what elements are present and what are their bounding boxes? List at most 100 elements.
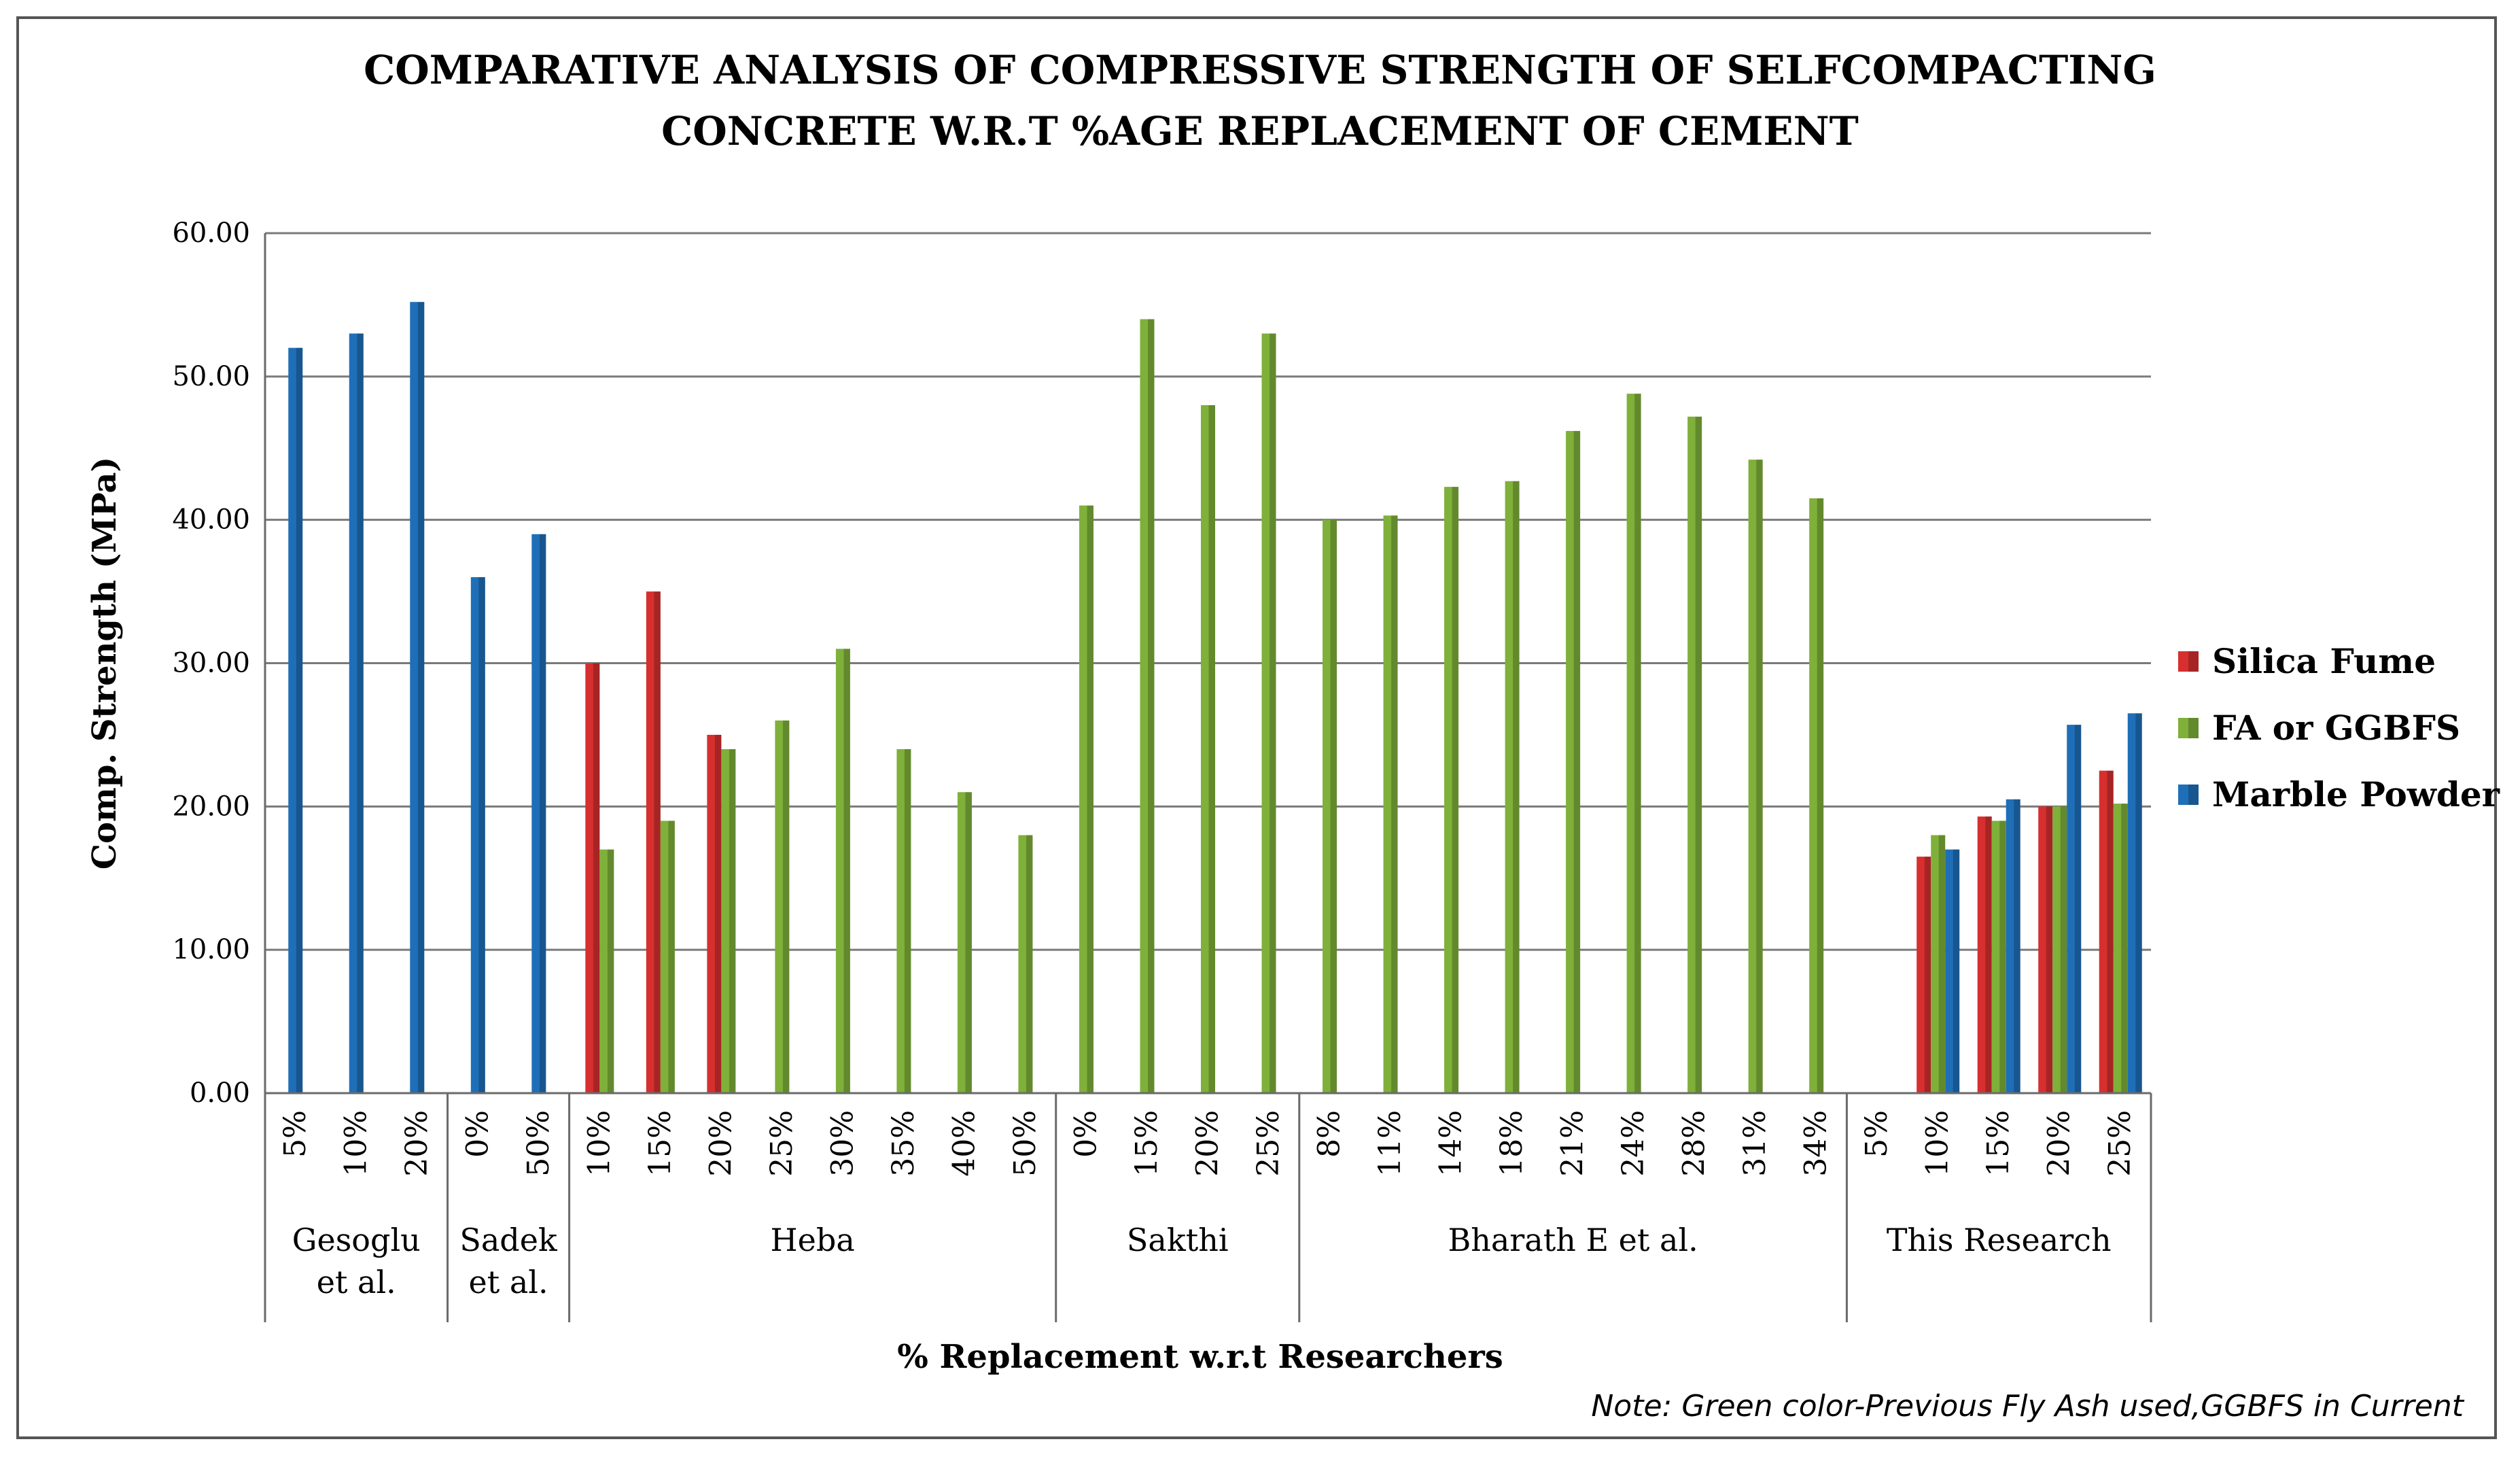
group-label: et al. [469,1264,548,1300]
bar [2038,806,2053,1093]
category-tick-label: 15% [1981,1110,2016,1177]
bar-shade [478,577,485,1093]
bar-shade [2060,806,2067,1093]
y-tick-label: 30.00 [172,648,250,679]
bar-shade [1634,394,1641,1094]
bar-shade [1985,816,1992,1093]
legend-swatch [2178,651,2199,672]
legend-label: Marble Powder [2212,774,2500,814]
bar-shade [2135,713,2142,1093]
bar [1505,481,1520,1093]
bar [1809,498,1824,1093]
bar-shade [1452,487,1459,1093]
bar [1444,487,1459,1093]
bar [2099,770,2114,1093]
legend-swatch [2178,718,2199,738]
bar-shade [668,821,675,1093]
bar-shade [782,720,790,1093]
category-tick-label: 50% [521,1110,556,1177]
bar-shade [539,534,546,1093]
category-tick-label: 11% [1373,1110,1407,1177]
bar-shade [654,591,661,1093]
bar-shade [1026,835,1033,1093]
category-tick-label: 10% [582,1110,616,1177]
bar [835,649,850,1093]
bar-shade [1208,405,1215,1093]
bar-shade [2107,770,2114,1093]
category-tick-label: 10% [1921,1110,1955,1177]
category-tick-label: 25% [1251,1110,1286,1177]
bar-shade [1087,505,1093,1093]
bar [1079,505,1093,1093]
bar [1991,821,2006,1093]
legend-swatch-shade [2188,651,2199,672]
bar-shade [1270,333,1276,1093]
bar-shade [2046,806,2053,1093]
y-axis-title: Comp. Strength (MPa) [86,457,124,869]
group-label: Gesoglu [292,1222,421,1258]
bar-shade [1148,319,1155,1093]
category-tick-label: 31% [1738,1110,1772,1177]
bar [646,591,661,1093]
bar [531,534,546,1093]
group-label: Heba [771,1222,855,1258]
text-layer: COMPARATIVE ANALYSIS OF COMPRESSIVE STRE… [86,47,2500,1424]
bar-shade [417,302,425,1094]
y-tick-label: 20.00 [172,791,250,822]
axis-layer [264,233,2152,1322]
bar [599,849,614,1093]
bar [2113,804,2128,1093]
bar [410,302,425,1094]
bar [288,347,303,1094]
category-tick-label: 14% [1434,1110,1469,1177]
bar [1687,416,1702,1093]
bar-shade [1330,519,1337,1093]
bar [1323,519,1337,1093]
bar [2127,713,2142,1093]
bar-shade [1695,416,1702,1093]
bar-shade [1513,481,1520,1093]
legend-label: FA or GGBFS [2212,708,2460,748]
category-tick-label: 15% [1130,1110,1164,1177]
bar-shade [2074,725,2082,1093]
bar-shade [2121,804,2128,1093]
bar-shade [1391,515,1398,1093]
bar-shade [357,333,364,1093]
y-tick-label: 10.00 [172,934,250,965]
bar [896,749,911,1093]
bar [1566,430,1581,1093]
bar [1931,835,1946,1093]
category-tick-label: 8% [1312,1110,1347,1158]
bar [585,663,600,1093]
legend-swatch-shade [2188,718,2199,738]
grid-layer [265,232,2151,951]
category-tick-label: 21% [1556,1110,1590,1177]
category-tick-label: 20% [400,1110,434,1177]
category-tick-label: 50% [1008,1110,1043,1177]
bar [660,821,675,1093]
chart-title-line: COMPARATIVE ANALYSIS OF COMPRESSIVE STRE… [364,47,2156,93]
category-tick-label: 34% [1799,1110,1834,1177]
category-tick-label: 18% [1494,1110,1529,1177]
bar-shade [729,749,736,1093]
bar-shade [2014,799,2020,1093]
bar-shade [904,749,911,1093]
bar-shade [296,347,303,1094]
group-label: Sadek [459,1222,558,1258]
bar [957,792,972,1093]
bar [707,734,722,1093]
bars-layer [288,302,2142,1094]
bar-shade [1573,430,1581,1093]
legend-label: Silica Fume [2212,641,2436,681]
bar [721,749,736,1093]
category-tick-label: 20% [2042,1110,2077,1177]
bar [349,333,364,1093]
legend-swatch [2178,785,2199,805]
bar [1748,460,1763,1093]
category-tick-label: 20% [1191,1110,1225,1177]
y-tick-label: 60.00 [172,218,250,249]
category-tick-label: 25% [2103,1110,2137,1177]
chart-title-line: CONCRETE W.R.T %AGE REPLACEMENT OF CEMEN… [661,108,1859,154]
bar-shade [1953,849,1960,1093]
